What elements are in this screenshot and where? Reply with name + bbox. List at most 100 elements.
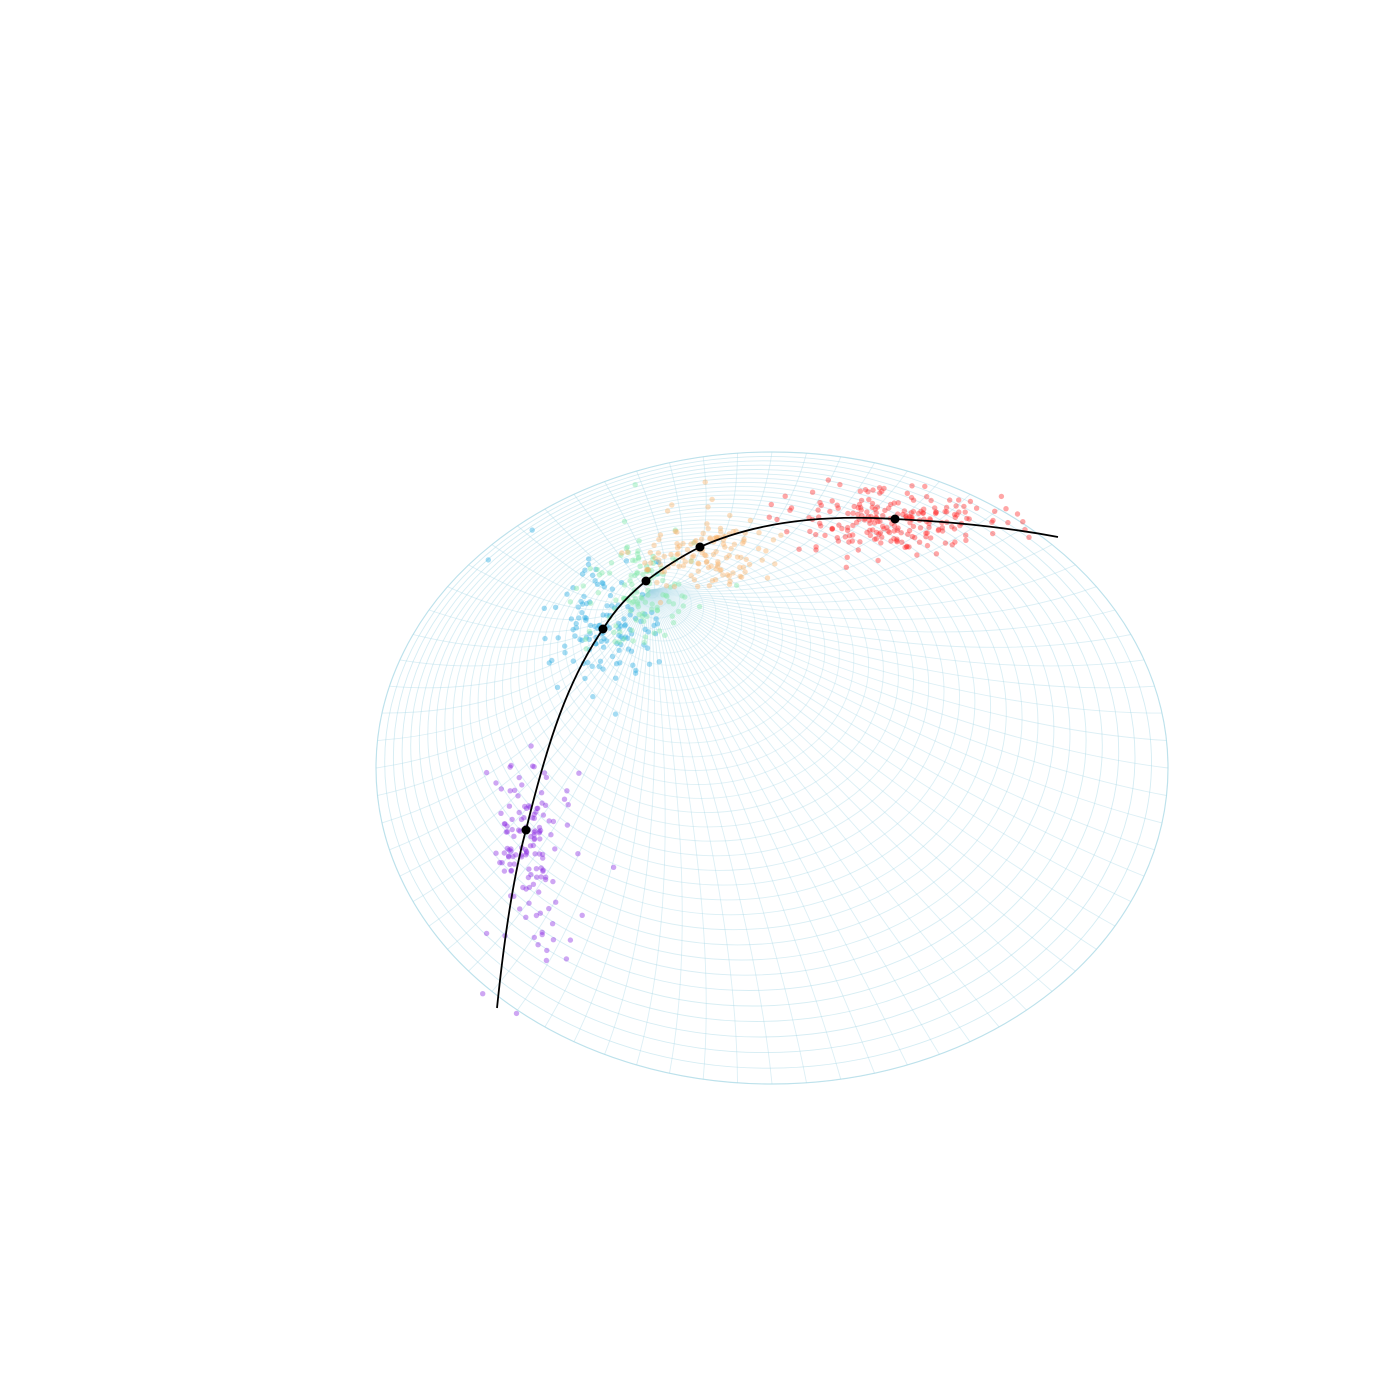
scatter-point — [908, 514, 914, 520]
meridian-line — [649, 589, 683, 1074]
scatter-point — [521, 815, 527, 821]
scatter-point — [967, 498, 974, 505]
scatter-point — [480, 991, 486, 997]
scatter-point — [855, 547, 861, 553]
scatter-point — [642, 560, 648, 566]
scatter-point — [688, 558, 694, 565]
latitude-ring — [444, 486, 1039, 961]
scatter-point — [592, 623, 598, 629]
scatter-point — [933, 551, 940, 557]
scatter-point — [579, 912, 585, 918]
scatter-point — [506, 803, 513, 809]
scatter-point — [550, 878, 556, 885]
scatter-point — [713, 548, 719, 555]
scatter-point — [928, 535, 934, 541]
scatter-point — [943, 509, 950, 515]
scatter-point — [827, 508, 833, 515]
scatter-point — [829, 526, 836, 532]
scatter-point — [691, 577, 698, 583]
scatter-point — [817, 520, 823, 526]
scatter-point — [709, 496, 715, 503]
scatter-point — [853, 519, 860, 526]
scatter-point — [908, 494, 915, 501]
scatter-point — [483, 769, 490, 776]
scatter-point — [616, 639, 623, 645]
scatter-point — [647, 549, 653, 556]
scatter-point — [628, 572, 634, 579]
scatter-point — [579, 637, 585, 643]
scatter-point — [906, 514, 913, 520]
scatter-point — [718, 529, 724, 535]
scatter-point — [718, 567, 724, 573]
scatter-point — [618, 579, 625, 586]
scatter-point — [573, 625, 580, 631]
scatter-point — [992, 508, 998, 514]
scatter-point — [705, 564, 712, 571]
meridian-line — [649, 453, 807, 591]
scatter-point — [493, 780, 499, 786]
scatter-point — [633, 667, 639, 674]
scatter-point — [726, 552, 732, 559]
scatter-point — [629, 606, 635, 613]
scatter-point — [756, 530, 762, 536]
geodesic-anchor-points — [521, 514, 900, 835]
scatter-point — [661, 569, 668, 575]
scatter-point — [516, 809, 522, 816]
scatter-point — [886, 529, 893, 536]
scatter-point — [525, 874, 532, 881]
scatter-point — [536, 829, 543, 835]
scatter-point — [726, 581, 733, 587]
purple-cluster — [480, 743, 617, 1017]
meridian-line — [649, 589, 1132, 902]
scatter-point — [529, 763, 536, 769]
scatter-points — [480, 477, 1032, 1017]
scatter-point — [768, 501, 774, 508]
scatter-point — [670, 620, 677, 626]
scatter-point — [727, 578, 733, 584]
scatter-point — [720, 541, 727, 547]
meridian-line — [649, 589, 971, 1042]
scatter-point — [671, 583, 678, 590]
scatter-point — [870, 487, 876, 493]
meridian-line — [517, 589, 651, 1011]
scatter-point — [926, 520, 932, 527]
scatter-point — [695, 560, 701, 566]
scatter-point — [817, 499, 823, 506]
scatter-point — [553, 899, 559, 905]
scatter-point — [652, 555, 658, 561]
scatter-point — [546, 818, 552, 824]
scatter-point — [568, 616, 575, 622]
latitude-ring — [633, 581, 681, 619]
scatter-point — [628, 631, 635, 637]
scatter-point — [708, 563, 714, 569]
scatter-point — [587, 630, 593, 637]
scatter-point — [706, 583, 713, 589]
scatter-point — [542, 635, 548, 642]
scatter-point — [649, 567, 655, 574]
scatter-point — [627, 626, 633, 633]
scatter-point — [880, 512, 886, 519]
scatter-point — [656, 659, 662, 665]
meridian-line — [375, 589, 651, 769]
scatter-point — [899, 539, 905, 545]
scatter-point — [630, 598, 637, 605]
scatter-point — [537, 836, 543, 842]
scatter-point — [635, 548, 641, 554]
scatter-point — [891, 528, 897, 534]
latitude-ring — [452, 490, 1023, 946]
meridian-line — [649, 589, 1169, 769]
scatter-point — [709, 578, 716, 584]
scatter-point — [876, 485, 883, 491]
scatter-point — [630, 557, 636, 564]
scatter-point — [536, 830, 542, 836]
scatter-point — [498, 786, 504, 792]
meridian-line — [649, 589, 1116, 633]
meridian-line — [649, 589, 908, 1066]
scatter-point — [627, 612, 633, 618]
scatter-point — [644, 563, 650, 569]
scatter-point — [577, 636, 583, 643]
scatter-point — [1005, 519, 1011, 526]
scatter-point — [723, 555, 730, 561]
scatter-point — [766, 514, 772, 520]
meridian-line — [412, 589, 651, 648]
